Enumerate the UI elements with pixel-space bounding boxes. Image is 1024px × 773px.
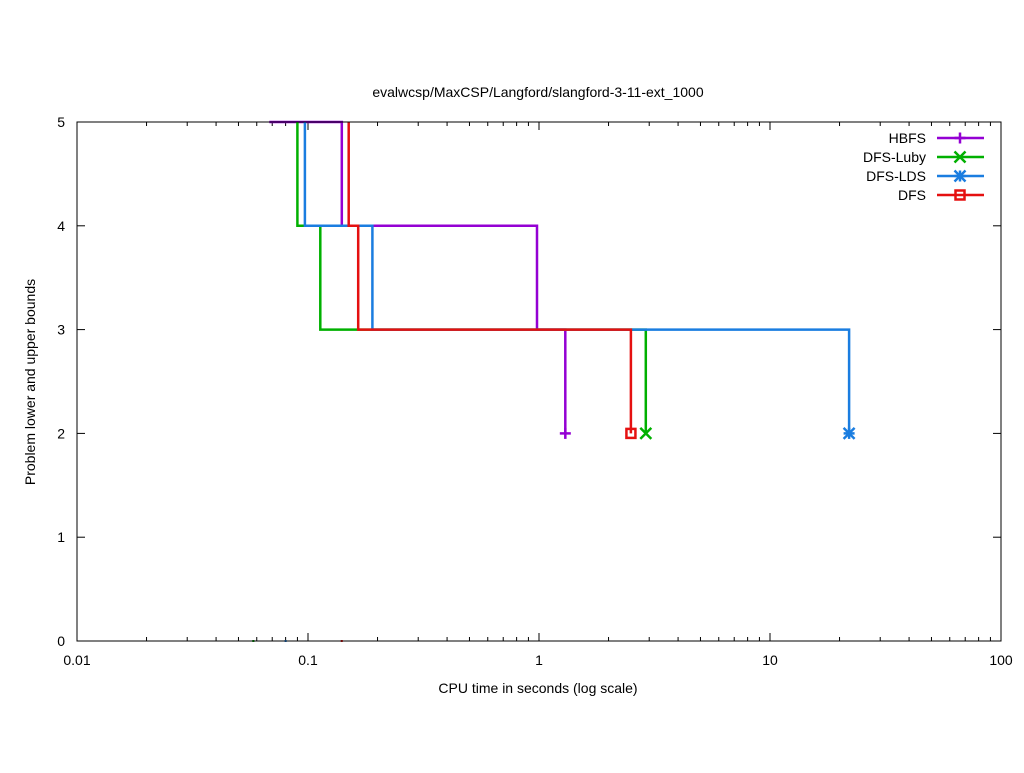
plot-frame — [76, 121, 1002, 642]
series-marker-dfs-luby — [639, 427, 653, 440]
legend-label-hbfs: HBFS — [889, 130, 926, 146]
legend: HBFS DFS-Luby DFS-LDS DFS — [863, 130, 984, 203]
legend-marker-dfs-lds — [953, 169, 967, 183]
x-tick-label: 100 — [989, 652, 1013, 668]
y-tick-label: 5 — [57, 114, 65, 130]
legend-label-dfs: DFS — [898, 187, 926, 203]
legend-marker-dfs — [954, 189, 966, 201]
series-marker-dfs — [625, 427, 637, 440]
y-tick-label: 3 — [57, 322, 65, 338]
legend-marker-hbfs — [954, 132, 966, 144]
y-tick-label: 2 — [57, 425, 65, 441]
x-tick-label: 0.1 — [298, 652, 318, 668]
y-tick-label: 1 — [57, 529, 65, 545]
x-tick-label: 10 — [762, 652, 778, 668]
series-line-hbfs — [269, 120, 567, 434]
y-tick-label: 4 — [57, 218, 65, 234]
y-tick-label: 0 — [57, 633, 65, 649]
legend-marker-dfs-luby — [953, 150, 967, 164]
x-axis-label: CPU time in seconds (log scale) — [438, 680, 637, 696]
series-line-dfs-lds — [303, 122, 851, 434]
plot-layer: 0 1 2 3 4 5 0.01 0.1 1 10 100 — [57, 114, 1013, 668]
series-marker-hbfs — [559, 427, 571, 439]
series-line-dfs-luby — [296, 122, 648, 434]
series-line-dfs — [347, 122, 633, 434]
legend-label-dfs-lds: DFS-LDS — [866, 168, 926, 184]
series-marker-dfs-lds — [842, 427, 856, 440]
legend-label-dfs-luby: DFS-Luby — [863, 149, 926, 165]
x-tick-label: 1 — [535, 652, 543, 668]
x-tick-label: 0.01 — [63, 652, 90, 668]
chart-title: evalwcsp/MaxCSP/Langford/slangford-3-11-… — [372, 84, 703, 100]
y-axis-label: Problem lower and upper bounds — [22, 279, 38, 485]
